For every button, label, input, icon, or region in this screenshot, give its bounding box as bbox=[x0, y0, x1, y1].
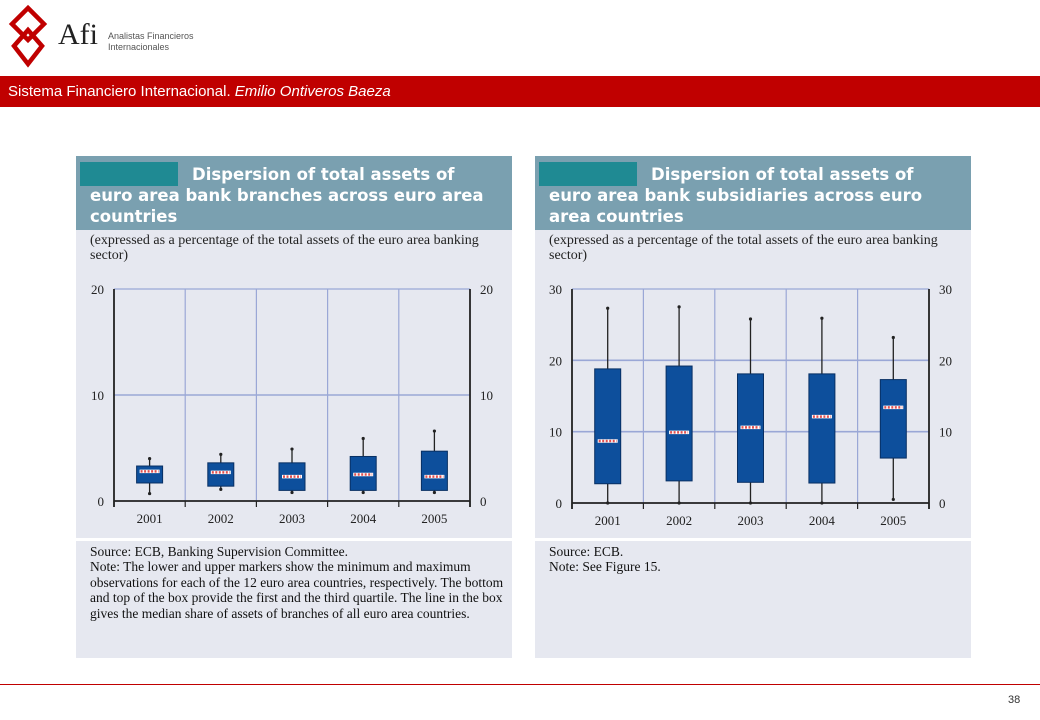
brand-subtitle: Analistas Financieros Internacionales bbox=[108, 31, 194, 53]
min-marker bbox=[891, 497, 895, 502]
figure-subtitle: (expressed as a percentage of the total … bbox=[549, 233, 938, 263]
max-marker bbox=[748, 317, 753, 321]
x-tick-label: 2005 bbox=[880, 513, 906, 528]
afi-logo bbox=[8, 4, 48, 68]
figure-note: Note: See Figure 15. bbox=[549, 559, 661, 575]
max-marker bbox=[219, 452, 223, 456]
box-iqr bbox=[420, 450, 448, 491]
figure-panel-branches: Dispersion of total assets of euro area … bbox=[76, 156, 512, 658]
min-marker bbox=[361, 490, 365, 495]
y-tick-label-left: 20 bbox=[91, 282, 104, 297]
figure-title: Dispersion of total assets of euro area … bbox=[549, 165, 923, 226]
divider bbox=[76, 538, 512, 541]
min-marker bbox=[148, 491, 152, 496]
x-tick-label: 2002 bbox=[666, 513, 692, 528]
max-marker bbox=[820, 316, 824, 320]
min-marker bbox=[432, 490, 436, 495]
divider bbox=[535, 538, 971, 541]
y-tick-label-right: 0 bbox=[939, 496, 946, 511]
y-tick-label-left: 0 bbox=[98, 494, 105, 509]
page-number: 38 bbox=[1008, 694, 1021, 706]
y-tick-label-left: 10 bbox=[91, 388, 104, 403]
x-tick-label: 2001 bbox=[137, 511, 163, 526]
x-tick-label: 2001 bbox=[595, 513, 621, 528]
box-iqr bbox=[879, 379, 907, 459]
figure-title: Dispersion of total assets of euro area … bbox=[90, 165, 484, 226]
min-marker bbox=[606, 501, 610, 505]
figure-panel-subsidiaries: Dispersion of total assets of euro area … bbox=[535, 156, 971, 658]
footer-rule bbox=[0, 684, 1040, 685]
box-iqr bbox=[665, 365, 693, 482]
x-tick-label: 2003 bbox=[738, 513, 764, 528]
min-marker bbox=[677, 501, 681, 505]
max-marker bbox=[677, 305, 681, 309]
boxplot-chart-branches: 0 0 10 10 20 20 2001 2002 2003 2004 2005 bbox=[91, 282, 493, 526]
x-tick-label: 2004 bbox=[809, 513, 836, 528]
x-tick-label: 2005 bbox=[421, 511, 447, 526]
min-marker bbox=[219, 487, 223, 491]
figure-notes: Source: ECB. Note: See Figure 15. bbox=[549, 544, 965, 575]
box-iqr bbox=[207, 462, 235, 487]
page-title: Sistema Financiero Internacional. Emilio… bbox=[8, 83, 391, 100]
y-tick-label-right: 10 bbox=[939, 425, 952, 440]
box-iqr bbox=[808, 373, 836, 484]
brand-subtitle-line2: Internacionales bbox=[108, 42, 170, 52]
max-marker bbox=[148, 457, 152, 461]
figure-source: Source: ECB, Banking Supervision Committ… bbox=[90, 544, 348, 559]
page-title-author: Emilio Ontiveros Baeza bbox=[234, 83, 391, 100]
page-title-main: Sistema Financiero Internacional. bbox=[8, 83, 231, 100]
header-bar: Sistema Financiero Internacional. Emilio… bbox=[0, 76, 1040, 107]
max-marker bbox=[361, 436, 365, 441]
max-marker bbox=[290, 447, 294, 451]
x-tick-label: 2003 bbox=[279, 511, 305, 526]
y-tick-label-right: 20 bbox=[939, 353, 952, 368]
min-marker bbox=[290, 490, 294, 495]
figure-note: Note: The lower and upper markers show t… bbox=[90, 559, 504, 621]
boxplot-chart-subsidiaries: 0 0 10 10 20 20 30 30 2001 2002 2003 2004 2005 bbox=[549, 282, 952, 528]
box-iqr bbox=[594, 368, 622, 485]
figure-header: Dispersion of total assets of euro area … bbox=[535, 156, 971, 230]
min-marker bbox=[748, 501, 753, 505]
max-marker bbox=[891, 335, 895, 340]
y-tick-label-left: 10 bbox=[549, 425, 562, 440]
figure-header: Dispersion of total assets of euro area … bbox=[76, 156, 512, 230]
y-tick-label-right: 10 bbox=[480, 388, 493, 403]
y-tick-label-left: 20 bbox=[549, 353, 562, 368]
figure-subtitle: (expressed as a percentage of the total … bbox=[90, 233, 479, 263]
figure-number-tag bbox=[80, 162, 178, 186]
y-tick-label-right: 30 bbox=[939, 282, 952, 297]
box-iqr bbox=[136, 465, 164, 484]
figure-source: Source: ECB. bbox=[549, 544, 624, 559]
x-tick-label: 2004 bbox=[350, 511, 377, 526]
max-marker bbox=[432, 429, 436, 433]
figure-number-tag bbox=[539, 162, 637, 186]
brand-name: Afi bbox=[58, 18, 98, 51]
y-tick-label-left: 30 bbox=[549, 282, 562, 297]
min-marker bbox=[820, 501, 824, 505]
x-tick-label: 2002 bbox=[208, 511, 234, 526]
figure-notes: Source: ECB, Banking Supervision Committ… bbox=[90, 544, 506, 621]
y-tick-label-right: 20 bbox=[480, 282, 493, 297]
max-marker bbox=[606, 306, 610, 310]
y-tick-label-right: 0 bbox=[480, 494, 487, 509]
y-tick-label-left: 0 bbox=[556, 496, 563, 511]
brand-subtitle-line1: Analistas Financieros bbox=[108, 31, 194, 41]
